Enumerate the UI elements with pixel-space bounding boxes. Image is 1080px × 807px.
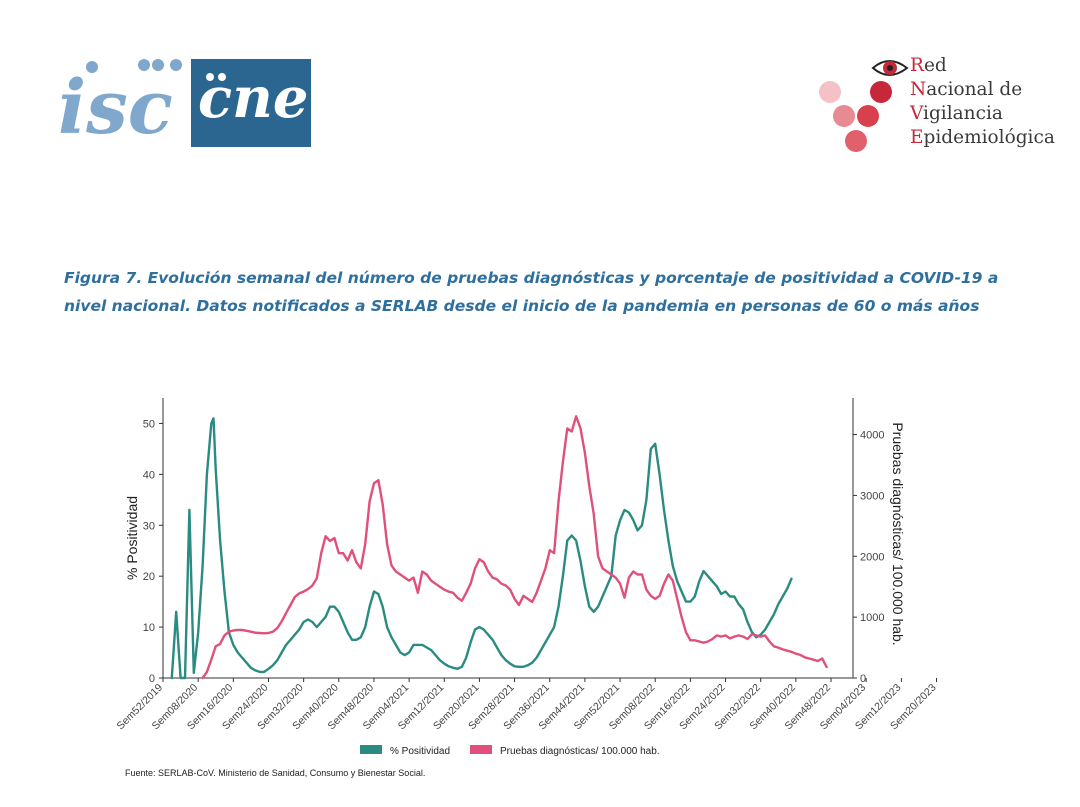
- chart-axes: [162, 398, 854, 679]
- dual-axis-line-chart: 0102030405001000200030004000Sem52/2019Se…: [115, 398, 939, 757]
- y-tick-label: 0: [149, 673, 155, 685]
- rnve-word: ed: [923, 55, 947, 76]
- rnve-word: pidemiológica: [923, 127, 1055, 148]
- chart-series: [170, 415, 828, 680]
- series-pruebas-line: [201, 415, 828, 680]
- y2-tick-label: 1000: [860, 612, 884, 624]
- y2-tick-label: 2000: [860, 551, 884, 563]
- isc-logo: isc: [58, 59, 182, 150]
- rnve-line: Red: [910, 54, 1055, 78]
- isc-logo-text: isc: [58, 65, 173, 150]
- rnve-line: Nacional de: [910, 78, 1055, 102]
- isc-cne-logo: isc cne: [58, 59, 311, 150]
- legend-swatch: [470, 745, 492, 754]
- chart-legend: % Positividad Pruebas diagnósticas/ 100.0…: [360, 745, 660, 757]
- rnve-word: acional de: [926, 79, 1023, 100]
- caption-line-1: Figura 7. Evolución semanal del número d…: [64, 269, 999, 287]
- legend-label: Pruebas diagnósticas/ 100.000 hab.: [500, 746, 660, 757]
- caption-line-2: nivel nacional. Datos notificados a SERL…: [64, 297, 980, 315]
- rnve-initial: R: [910, 55, 924, 76]
- y-tick-label: 40: [143, 469, 155, 481]
- y2-axis-title: Pruebas diagnósticas/ 100.000 hab.: [890, 422, 906, 645]
- y2-tick-label: 4000: [860, 430, 884, 442]
- y2-tick-label: 3000: [860, 490, 884, 502]
- legend-swatch: [360, 745, 382, 754]
- series-positividad-line: [170, 417, 793, 680]
- rnve-initial: V: [910, 103, 924, 124]
- rnve-line: Epidemiológica: [910, 126, 1055, 150]
- source-note: Fuente: SERLAB-CoV. Ministerio de Sanida…: [125, 768, 426, 778]
- y-tick-label: 20: [143, 571, 155, 583]
- cne-logo: cne: [191, 59, 311, 147]
- rnve-logo-text: Red Nacional de Vigilancia Epidemiológic…: [910, 54, 1055, 150]
- chart-ticks: 0102030405001000200030004000Sem52/2019Se…: [115, 418, 939, 732]
- y-tick-label: 30: [143, 520, 155, 532]
- cne-logo-text: cne: [198, 65, 308, 131]
- y-tick-label: 10: [143, 622, 155, 634]
- rnve-logo-mark: [819, 60, 909, 152]
- legend-label: % Positividad: [390, 746, 450, 757]
- rnve-initial: N: [910, 79, 927, 100]
- y-tick-label: 50: [143, 418, 155, 430]
- y2-tick-label: 0: [860, 673, 866, 685]
- rnve-line: Vigilancia: [910, 102, 1055, 126]
- eye-icon: [871, 60, 909, 76]
- y-axis-title: % Positividad: [124, 496, 140, 580]
- rnve-initial: E: [910, 127, 924, 148]
- figure-caption: Figura 7. Evolución semanal del número d…: [64, 264, 1024, 320]
- rnve-word: igilancia: [923, 103, 1003, 124]
